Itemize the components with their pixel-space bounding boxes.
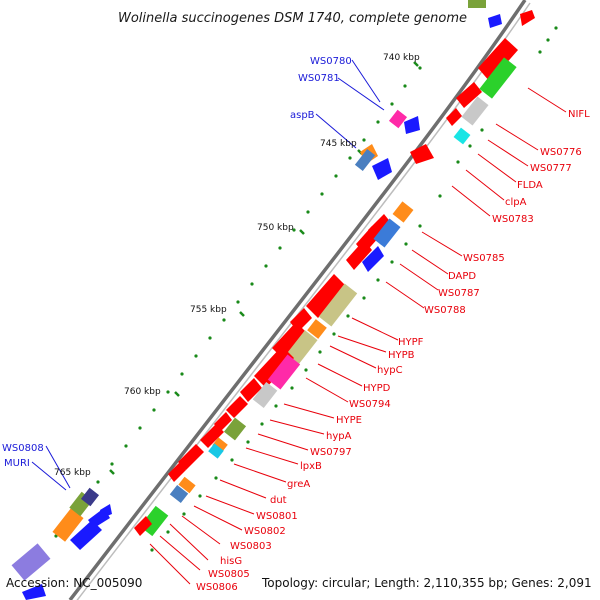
gene-lpxb [200,424,224,448]
gene-top-green [468,0,486,8]
gene-lpxb-cds [223,417,247,441]
gene-ws0787 [346,240,372,270]
gene-flda [446,108,462,126]
scale-label-745: 745 kbp [320,139,357,149]
gene-top-blue [488,14,502,28]
red-gene-labels: NIFL WS0776 WS0777 FLDA clpA WS0783 WS07… [196,109,590,593]
gene-label: WS0794 [349,399,391,410]
gene-label: WS0787 [438,288,480,299]
outer-tick-track [150,26,558,552]
gene-ws0785-cds [392,201,414,223]
genome-backbone [68,0,527,600]
gene-label: WS0797 [310,447,352,458]
inner-tick-track [54,66,422,538]
gene-label: WS0780 [310,56,352,67]
gene-label: WS0806 [196,582,238,593]
gene-label: WS0777 [530,163,572,174]
gene-hypf-cds [318,283,358,327]
gene-ws0794 [240,378,262,402]
gene-hypb-cds [307,319,327,339]
gene-ws0777-cds [461,96,489,126]
gene-label: HYPF [398,337,424,348]
gene-label: WS0803 [230,541,272,552]
accession-text: Accession: NC_005090 [6,576,142,590]
gene-muri-1 [52,508,84,542]
scale-labels: 740 kbp 745 kbp 750 kbp 755 kbp 760 kbp … [54,53,420,478]
gene-label: hisG [220,556,242,567]
gene-muri-5 [100,504,112,518]
gene-ws0783 [410,144,434,164]
gene-label: lpxB [300,461,322,472]
gene-ws0788 [362,246,384,272]
gene-bottom-purple [11,543,51,581]
gene-ws0803 [169,484,189,504]
gene-ws0805 [134,516,152,536]
gene-aspb-2 [354,149,376,171]
gene-label: WS0802 [244,526,286,537]
gene-label: WS0785 [463,253,505,264]
gene-dapd-cds [373,218,401,248]
gene-label: clpA [505,197,527,208]
gene-label: WS0788 [424,305,466,316]
scale-label-740: 740 kbp [383,53,420,63]
gene-label: HYPE [336,415,362,426]
gene-label: DAPD [448,271,476,282]
gene-label: WS0805 [208,569,250,580]
gene-ws0781 [404,116,420,134]
gene-label: WS0808 [2,443,44,454]
genome-title: Wolinella succinogenes DSM 1740, complet… [118,11,467,26]
scale-label-755: 755 kbp [190,305,227,315]
gene-label: dut [270,495,287,506]
gene-label: WS0783 [492,214,534,225]
gene-ws0801 [168,462,186,482]
gene-hypf [306,274,346,318]
gene-label: aspB [290,110,315,121]
gene-label: NIFL [568,109,590,120]
gene-label: HYPD [363,383,391,394]
reverse-strand-genes [134,10,535,537]
gene-label: hypA [326,431,352,442]
label-connectors [31,59,567,585]
gene-clpa [453,127,471,145]
gene-bottom-blue [22,584,46,600]
gene-ws0777 [456,82,482,108]
scale-label-750: 750 kbp [257,223,294,233]
gene-hypa [226,396,248,418]
gene-label: MURI [4,458,30,469]
gene-label: WS0776 [540,147,582,158]
gene-dut [178,444,204,470]
major-ticks [109,61,419,475]
gene-grea [212,437,228,453]
scale-label-760: 760 kbp [124,387,161,397]
gene-label: WS0801 [256,511,298,522]
gene-label: greA [287,479,310,490]
scale-label-765: 765 kbp [54,468,91,478]
gene-ws0776 [478,38,518,82]
gene-ws0776-cds [479,57,517,99]
gene-grea-cds [208,443,224,459]
gene-hypd [254,346,294,388]
gene-ws0808 [80,487,100,507]
gene-label: hypC [377,365,403,376]
gene-ws0780 [388,109,408,129]
gene-label: WS0781 [298,73,340,84]
gene-nifl [520,10,535,26]
gene-hype [252,382,278,408]
gene-hypd-cds [267,354,301,390]
genome-summary: Topology: circular; Length: 2,110,355 bp… [261,576,592,590]
gene-ws0802 [178,476,196,494]
gene-aspb-3 [372,158,392,180]
blue-gene-labels: WS0780 WS0781 aspB WS0808 MURI [2,56,352,469]
gene-label: HYPB [388,350,415,361]
gene-hypc-cds [286,330,318,364]
gene-label: FLDA [517,180,543,191]
forward-strand-genes [11,0,502,600]
